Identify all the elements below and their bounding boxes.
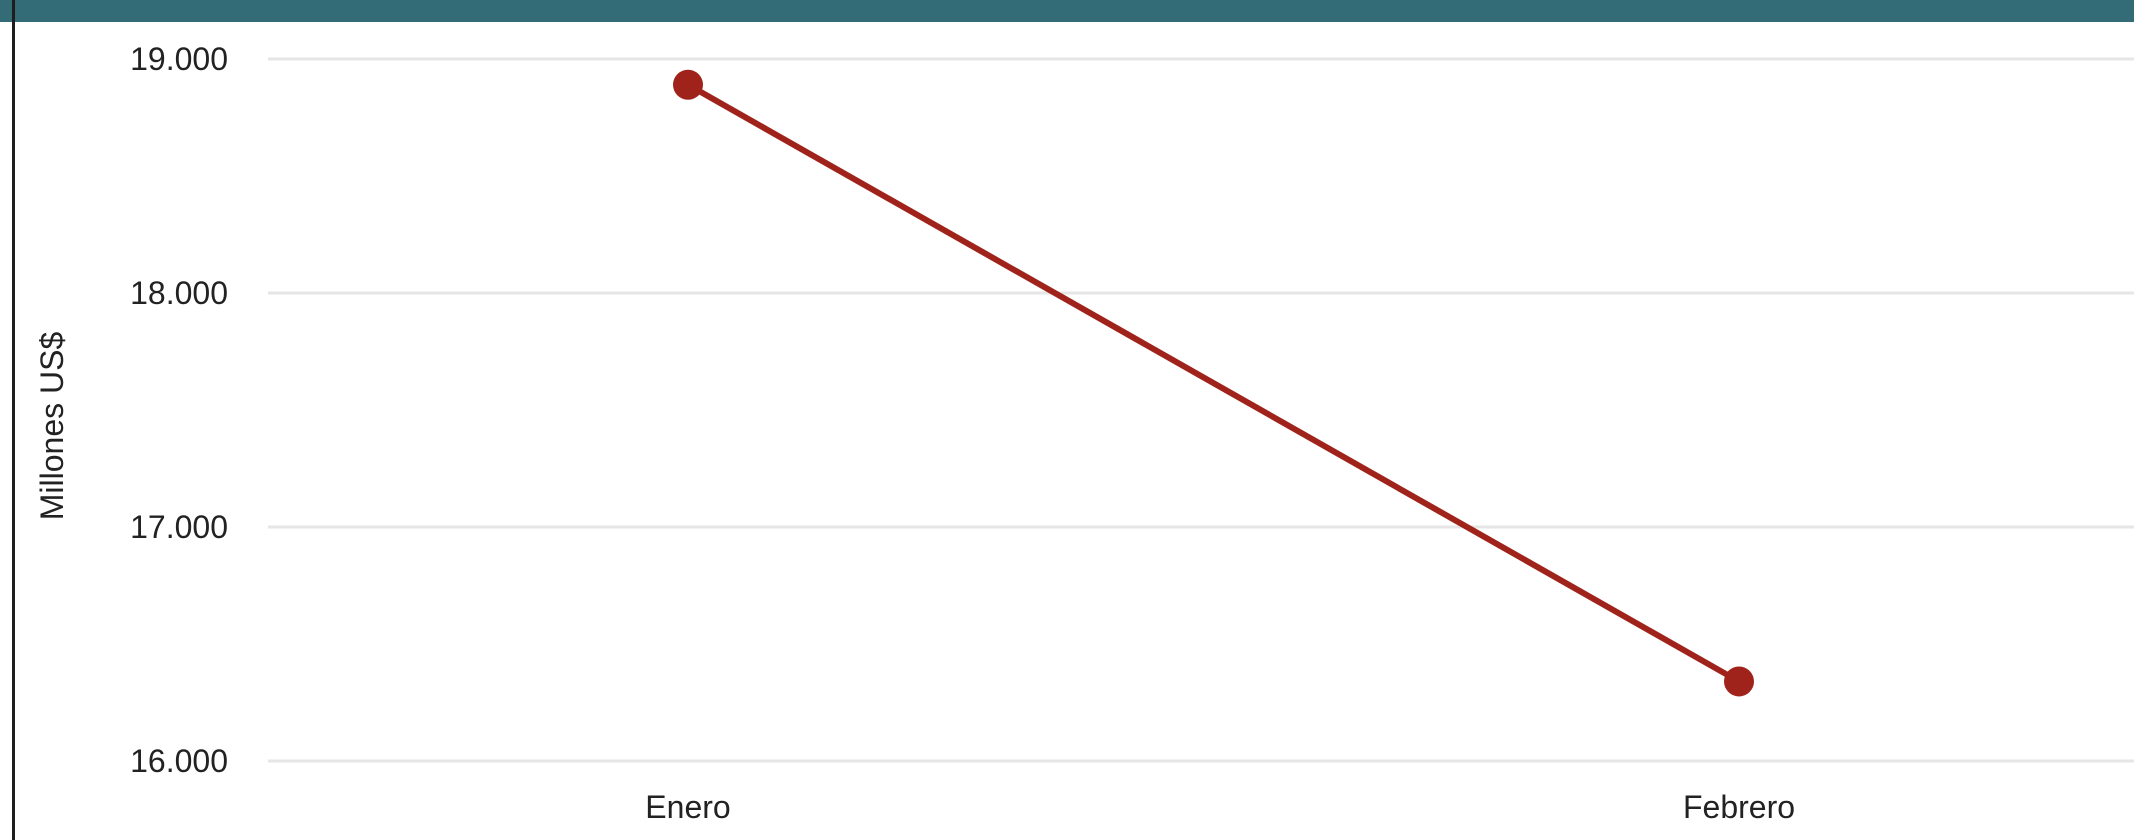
series: [673, 69, 1754, 697]
y-axis-ticks: 16.000 17.000 18.000 19.000: [130, 41, 228, 779]
data-point: [1724, 666, 1754, 697]
y-axis-label: Millones US$: [34, 332, 70, 521]
series-line: [686, 82, 1741, 685]
frame-left-border: [12, 0, 15, 840]
y-tick-label: 18.000: [130, 275, 228, 311]
gridlines: [268, 57, 2134, 763]
header-band: [0, 0, 2134, 22]
data-point: [673, 69, 703, 100]
x-tick-label: Febrero: [1683, 789, 1795, 825]
x-axis-ticks: Enero Febrero: [645, 789, 1795, 825]
y-tick-label: 17.000: [130, 509, 228, 545]
y-tick-label: 16.000: [130, 743, 228, 779]
x-tick-label: Enero: [645, 789, 730, 825]
y-tick-label: 19.000: [130, 41, 228, 77]
